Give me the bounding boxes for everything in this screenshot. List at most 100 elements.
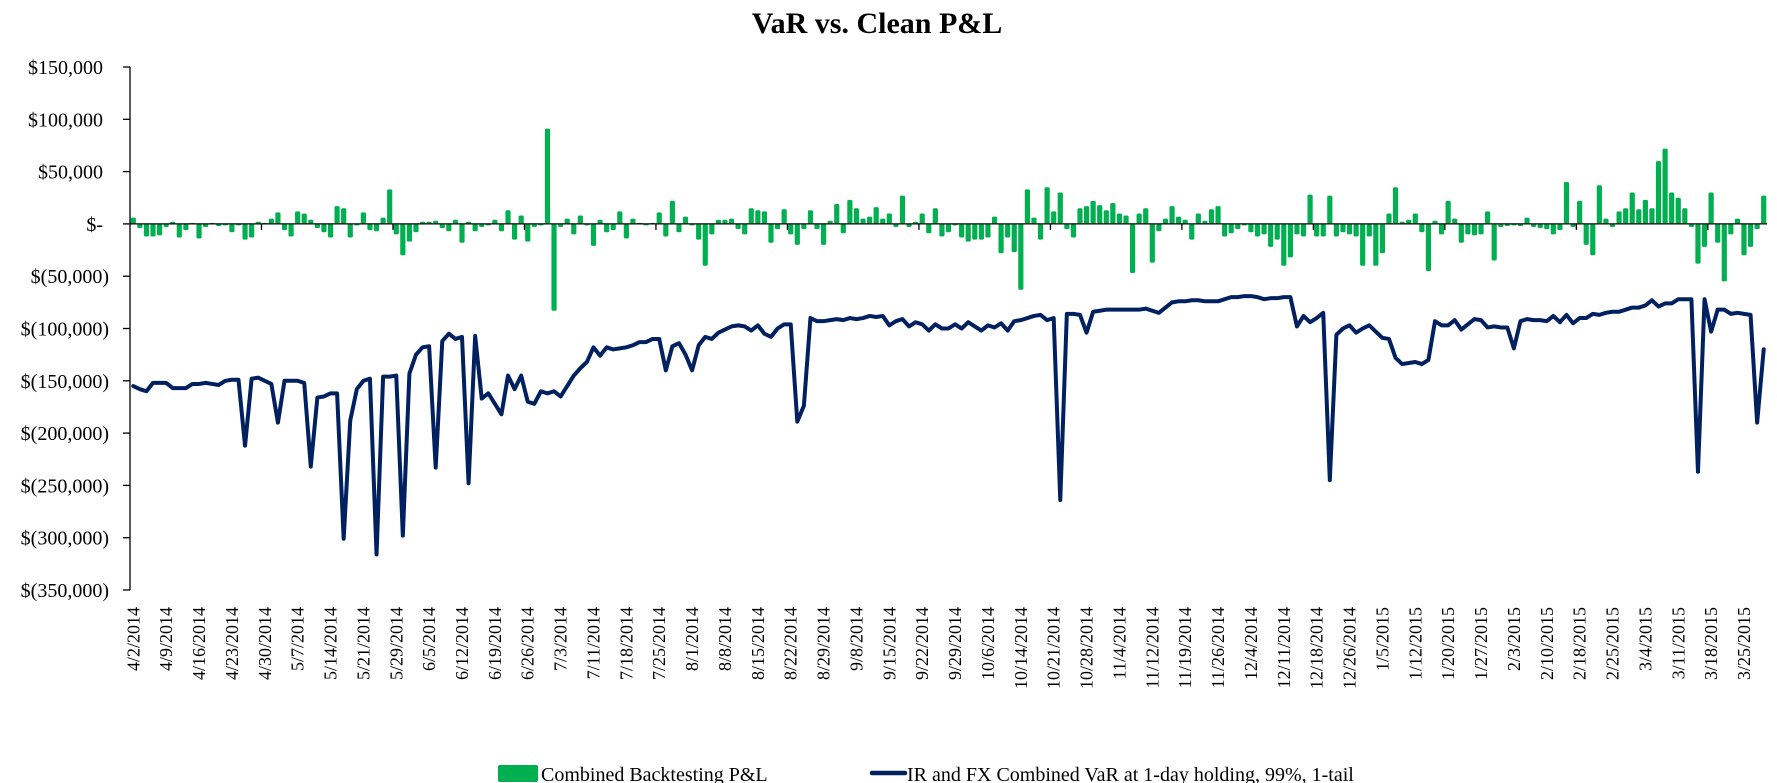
pnl-bar — [610, 223, 616, 231]
pnl-bar — [1129, 223, 1136, 274]
x-tick-label: 3/4/2015 — [1635, 607, 1655, 671]
x-tick-label: 1/20/2015 — [1438, 607, 1458, 680]
pnl-bar — [1294, 223, 1300, 235]
pnl-bar — [1346, 223, 1353, 235]
y-tick-label: $- — [86, 214, 103, 236]
pnl-bar — [400, 223, 406, 256]
pnl-bar — [814, 223, 820, 230]
pnl-bar — [774, 223, 781, 230]
pnl-bar — [1609, 223, 1616, 228]
pnl-bar — [1478, 223, 1484, 235]
pnl-bar — [1465, 223, 1471, 235]
pnl-bar — [1123, 215, 1129, 224]
pnl-bar — [728, 218, 735, 224]
pnl-bar — [1090, 200, 1096, 224]
pnl-bar — [525, 223, 531, 242]
pnl-bar — [1189, 223, 1195, 240]
pnl-bar — [1228, 223, 1234, 234]
pnl-bar — [1208, 209, 1215, 224]
x-tick-label: 11/26/2014 — [1208, 607, 1228, 688]
pnl-bar — [308, 219, 314, 224]
pnl-bar — [183, 223, 189, 231]
pnl-bar — [1669, 192, 1675, 224]
x-tick-label: 1/12/2015 — [1405, 607, 1425, 680]
pnl-bar — [820, 223, 827, 245]
pnl-bar — [1327, 195, 1333, 224]
pnl-bar — [1688, 223, 1694, 228]
pnl-bar — [439, 223, 445, 229]
pnl-bar — [571, 223, 577, 235]
pnl-bar — [275, 212, 281, 224]
x-tick-label: 5/29/2014 — [386, 607, 406, 680]
pnl-bar — [590, 223, 597, 246]
pnl-bar — [512, 223, 518, 240]
pnl-bar — [604, 223, 610, 233]
chart-title: VaR vs. Clean P&L — [752, 7, 1003, 40]
pnl-bar — [459, 223, 465, 243]
x-tick-label: 8/22/2014 — [781, 607, 801, 680]
x-tick-label: 10/28/2014 — [1077, 607, 1097, 689]
pnl-bar — [965, 223, 971, 242]
pnl-bar — [978, 223, 984, 240]
x-tick-label: 2/18/2015 — [1570, 607, 1590, 680]
y-tick-label: $(200,000) — [21, 423, 109, 445]
pnl-bar — [939, 223, 945, 237]
pnl-bar — [1721, 223, 1727, 282]
pnl-bar — [1616, 211, 1622, 224]
pnl-bar — [1314, 223, 1320, 237]
y-tick-label: $(50,000) — [31, 266, 109, 288]
pnl-bar — [1557, 223, 1563, 231]
pnl-bar — [1761, 195, 1767, 224]
x-tick-label: 8/1/2014 — [682, 607, 702, 671]
x-tick-label: 4/2/2014 — [123, 607, 143, 671]
pnl-bar — [1747, 223, 1754, 247]
pnl-bar — [1642, 199, 1648, 224]
pnl-bar — [676, 223, 682, 233]
pnl-bar — [446, 223, 452, 232]
pnl-bar — [919, 213, 925, 224]
pnl-bar — [558, 223, 564, 228]
pnl-bar — [1432, 220, 1438, 224]
pnl-bar — [827, 220, 833, 224]
pnl-bar — [1471, 223, 1478, 236]
pnl-bar — [1202, 220, 1208, 224]
pnl-bar — [932, 208, 938, 224]
x-tick-label: 5/21/2014 — [353, 607, 373, 680]
pnl-bar — [1300, 223, 1307, 237]
pnl-bar — [1268, 223, 1274, 247]
pnl-bar — [1222, 223, 1228, 237]
pnl-bar — [945, 223, 952, 233]
pnl-bar — [893, 223, 899, 228]
pnl-bar — [1570, 223, 1576, 228]
x-tick-label: 3/25/2015 — [1734, 607, 1754, 680]
x-tick-label: 1/27/2015 — [1471, 607, 1491, 680]
legend: Combined Backtesting P&L IR and FX Combi… — [498, 764, 1354, 783]
x-tick-label: 7/11/2014 — [583, 607, 603, 679]
pnl-bar — [551, 223, 557, 311]
x-tick-label: 4/16/2014 — [189, 607, 209, 680]
pnl-bar — [334, 206, 340, 224]
pnl-bar — [1031, 217, 1037, 224]
pnl-bar — [991, 216, 998, 224]
pnl-bar — [1577, 200, 1583, 224]
x-tick-label: 5/7/2014 — [288, 607, 308, 671]
pnl-bar — [742, 223, 748, 235]
pnl-bar — [1070, 223, 1077, 238]
pnl-bar — [1274, 223, 1280, 240]
pnl-bar — [360, 212, 366, 224]
pnl-bar — [301, 213, 307, 224]
x-tick-label: 8/15/2014 — [748, 607, 768, 680]
pnl-bar — [1064, 223, 1070, 230]
pnl-bar — [702, 223, 708, 266]
pnl-bar — [1412, 213, 1418, 224]
pnl-bar — [663, 223, 669, 237]
pnl-bar — [544, 128, 551, 224]
pnl-bar — [1340, 223, 1346, 233]
pnl-bar — [840, 223, 846, 234]
pnl-bar — [321, 223, 327, 233]
legend-swatch-pnl — [498, 765, 538, 782]
pnl-bar — [623, 223, 629, 239]
pnl-bar — [1169, 206, 1175, 224]
pnl-bar — [203, 223, 209, 228]
